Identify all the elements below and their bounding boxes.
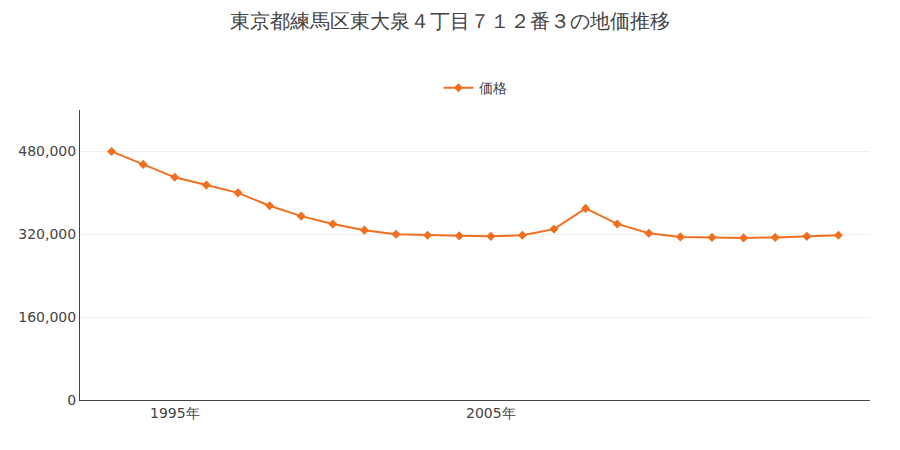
svg-text:1995年: 1995年 (150, 405, 200, 421)
svg-text:480,000: 480,000 (18, 143, 76, 159)
svg-text:2005年: 2005年 (466, 405, 516, 421)
svg-text:160,000: 160,000 (18, 309, 76, 325)
svg-text:0: 0 (67, 392, 76, 408)
svg-text:320,000: 320,000 (18, 226, 76, 242)
svg-text:価格: 価格 (479, 80, 507, 96)
svg-text:東京都練馬区東大泉４丁目７１２番３の地価推移: 東京都練馬区東大泉４丁目７１２番３の地価推移 (230, 9, 670, 33)
